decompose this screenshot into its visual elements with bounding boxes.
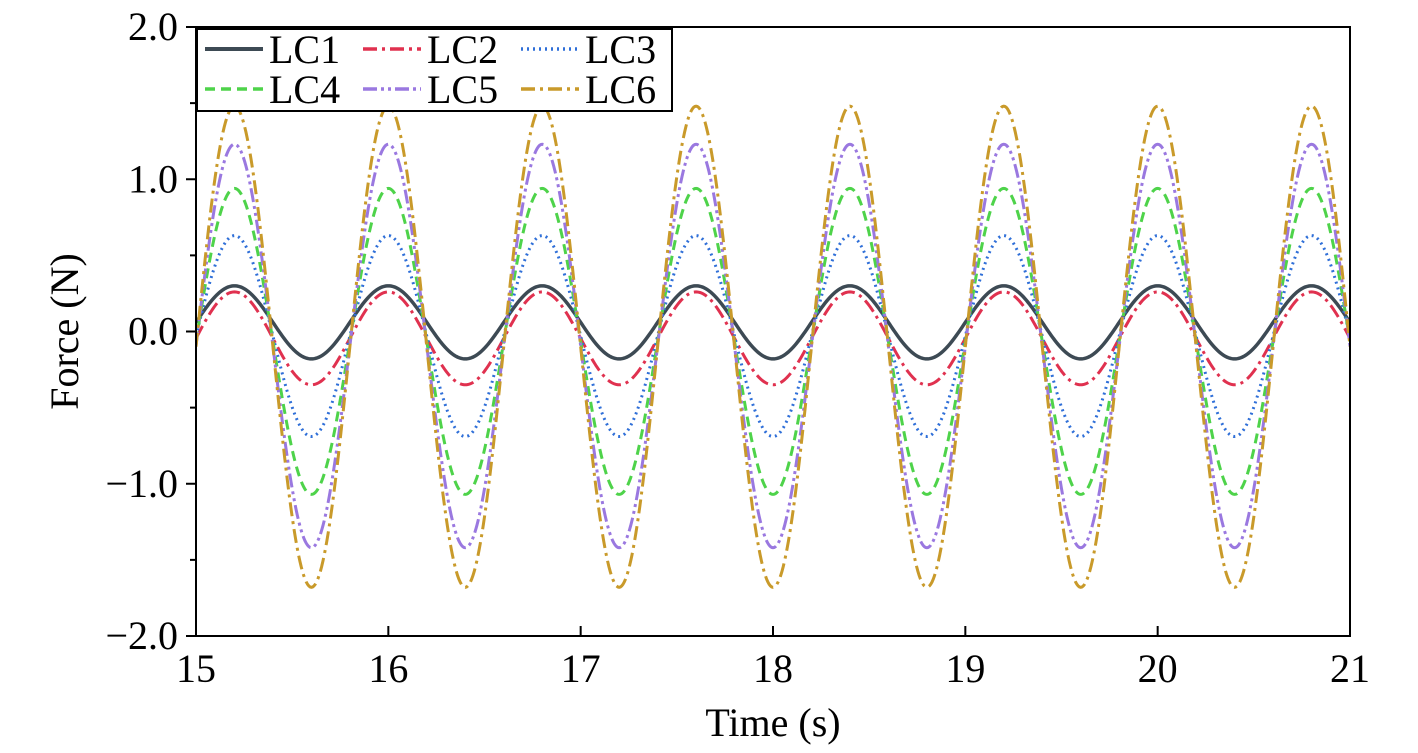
x-tick-label: 20 (1138, 646, 1178, 691)
legend-label: LC3 (585, 27, 656, 72)
series-line-lc6 (196, 104, 1350, 589)
x-tick-label: 17 (561, 646, 601, 691)
y-tick-label: −2.0 (105, 613, 178, 658)
legend-label: LC5 (427, 67, 498, 112)
plot-frame (195, 26, 1351, 637)
legend-label: LC4 (269, 67, 340, 112)
legend: LC1 LC2 LC3 LC4 LC5 LC6 (196, 27, 673, 112)
x-tick-label: 16 (368, 646, 408, 691)
axes-layer: 15 16 17 18 19 20 21 2.0 1.0 0.0 −1.0 −2.0 (105, 4, 1370, 691)
legend-label: LC6 (585, 67, 656, 112)
series-line-lc4 (196, 186, 1350, 496)
legend-item-lc1: LC1 (205, 27, 340, 72)
series-layer (196, 104, 1350, 589)
y-tick-label: −1.0 (105, 461, 178, 506)
legend-item-lc4: LC4 (205, 67, 340, 112)
legend-item-lc2: LC2 (363, 27, 498, 72)
y-tick-label: 2.0 (128, 4, 178, 49)
series-line-lc1 (196, 284, 1350, 361)
x-axis-title: Time (s) (705, 700, 840, 745)
y-tick-label: 1.0 (128, 156, 178, 201)
x-tick-label: 21 (1330, 646, 1370, 691)
y-tick-label: 0.0 (128, 309, 178, 354)
x-tick-label: 18 (753, 646, 793, 691)
legend-label: LC1 (269, 27, 340, 72)
series-line-lc2 (196, 290, 1350, 387)
legend-item-lc6: LC6 (521, 67, 656, 112)
series-line-lc3 (196, 234, 1350, 439)
x-tick-label: 19 (945, 646, 985, 691)
series-line-lc5 (196, 142, 1350, 550)
legend-item-lc5: LC5 (363, 67, 498, 112)
legend-label: LC2 (427, 27, 498, 72)
x-tick-label: 15 (176, 646, 216, 691)
legend-box (196, 28, 673, 112)
y-axis-title: Force (N) (42, 253, 87, 410)
legend-item-lc3: LC3 (521, 27, 656, 72)
